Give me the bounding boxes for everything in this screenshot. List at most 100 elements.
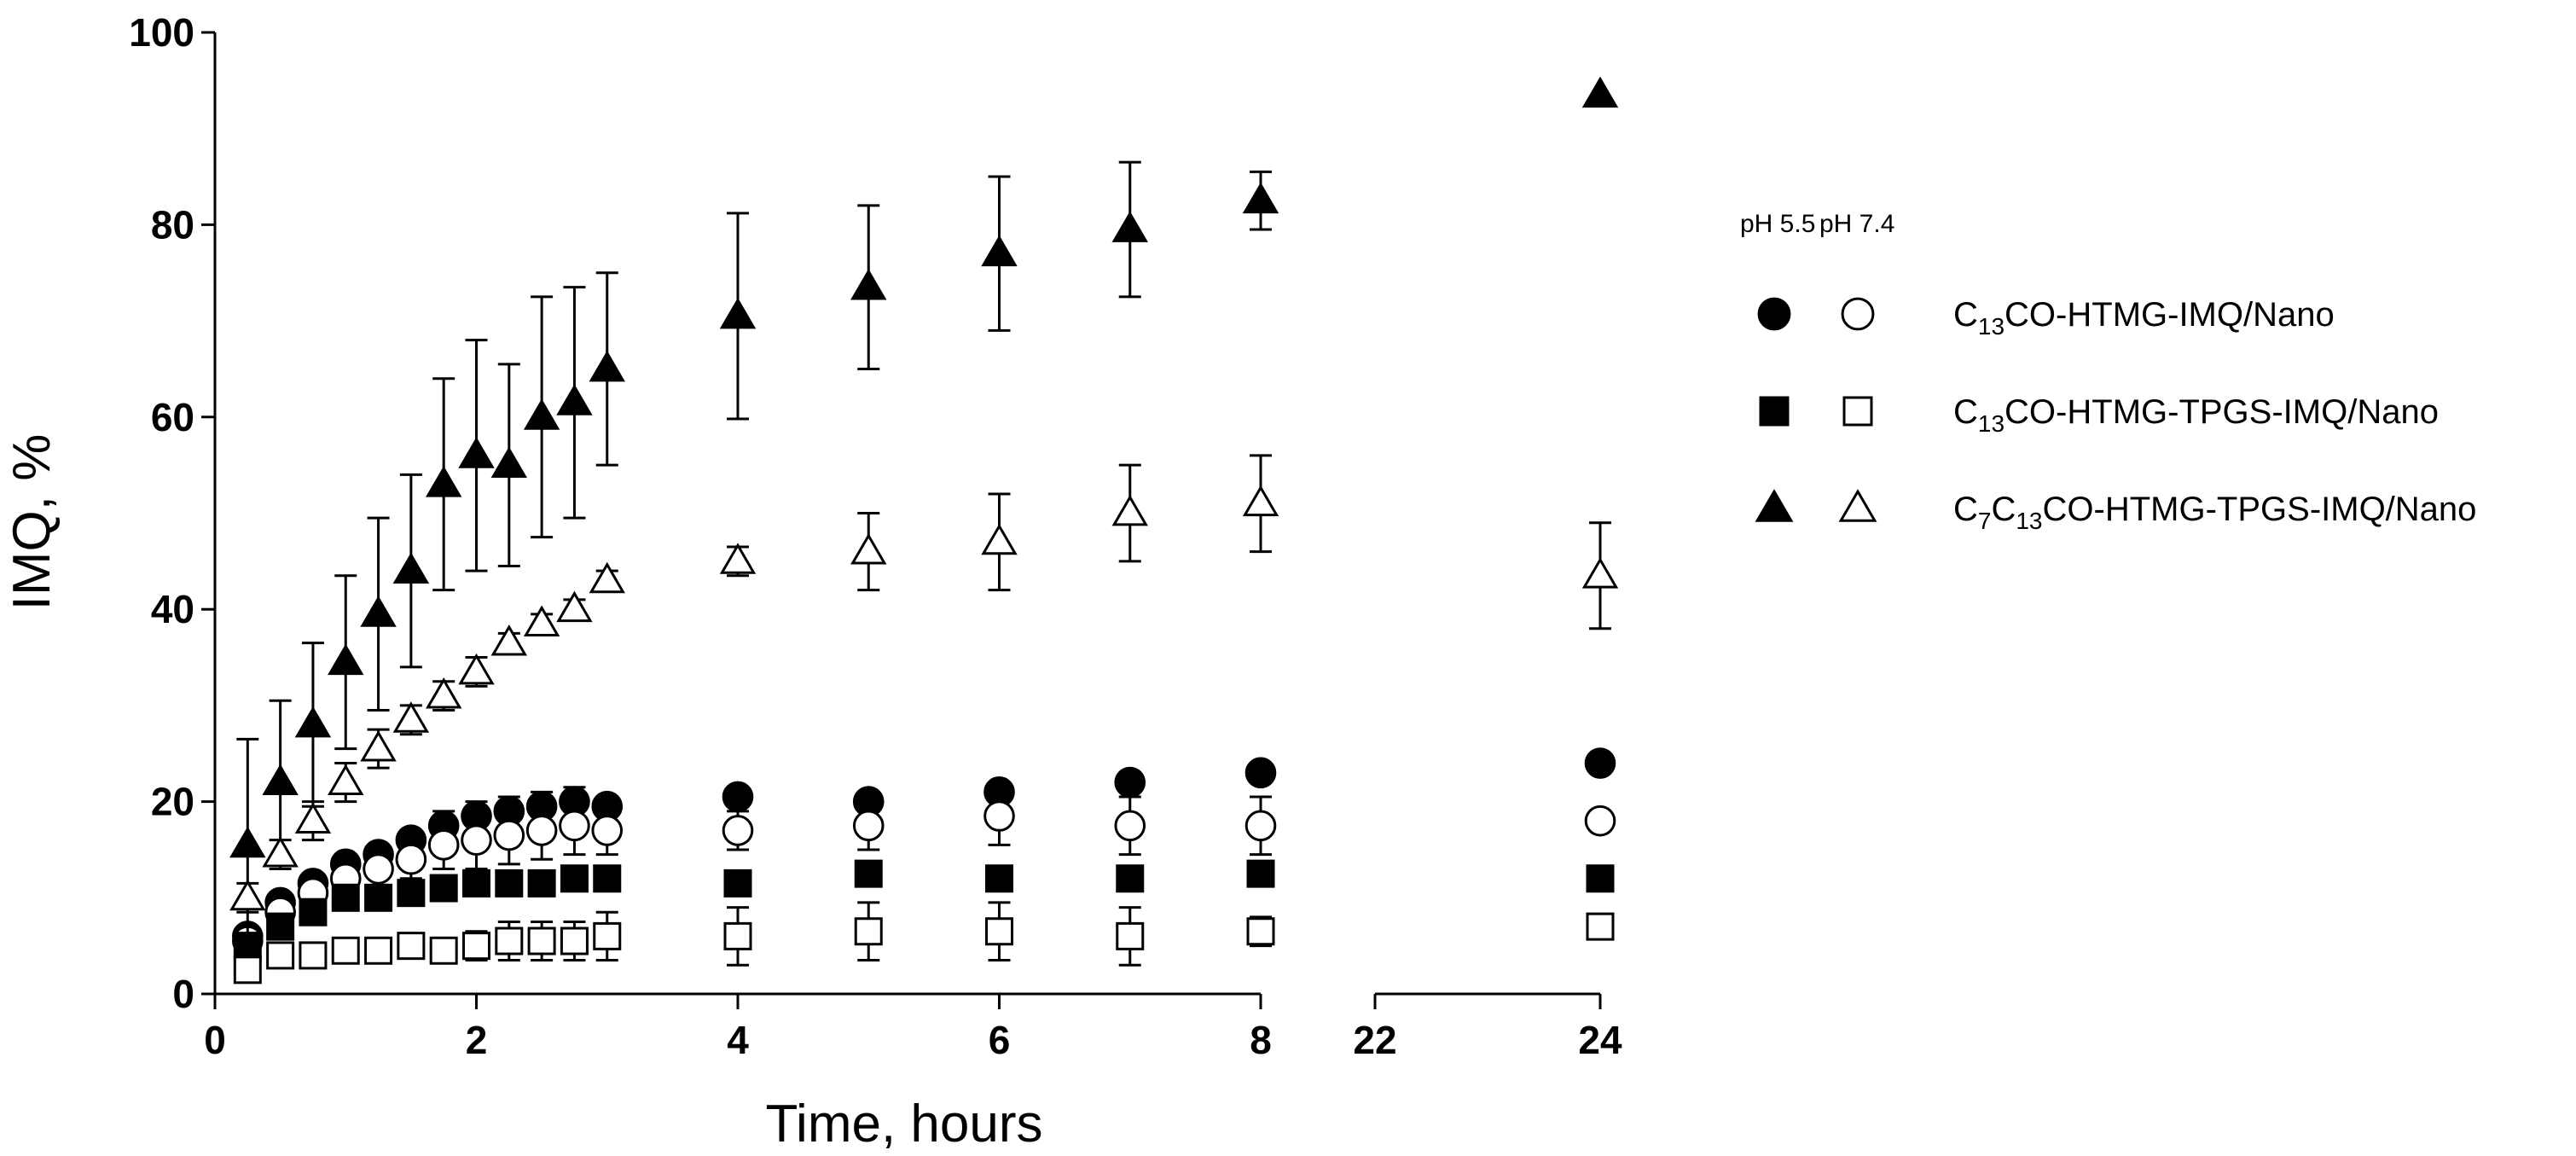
data-point (462, 868, 490, 897)
data-point (556, 384, 593, 415)
data-point (591, 815, 624, 846)
data-point (429, 936, 458, 965)
data-point (462, 932, 490, 961)
data-point (1111, 494, 1148, 526)
data-point (294, 802, 332, 834)
data-point (299, 941, 328, 970)
data-point (331, 883, 360, 912)
x-tick-label: 22 (1353, 1018, 1396, 1062)
data-point (523, 398, 560, 430)
data-point (854, 917, 883, 946)
data-point (328, 643, 364, 676)
data-point (560, 927, 589, 956)
data-point (397, 879, 426, 908)
data-point (495, 927, 524, 956)
y-tick-label: 60 (151, 395, 194, 439)
legend: pH 5.5 pH 7.4 C13CO-HTMG-IMQ/Nano C13CO-HTM… (1740, 210, 2476, 534)
data-point (593, 864, 622, 893)
data-point (985, 917, 1013, 946)
data-point (364, 883, 393, 912)
data-point (490, 624, 528, 656)
legend-label-1: C13CO-HTMG-IMQ/Nano (1953, 296, 2335, 340)
data-point (854, 859, 883, 888)
legend-marker-open (1838, 489, 1877, 522)
data-point (1246, 917, 1275, 946)
y-tick-label: 100 (129, 10, 194, 55)
data-point (425, 677, 462, 709)
data-point (331, 936, 360, 965)
data-point (560, 864, 589, 893)
data-point (262, 764, 299, 795)
data-point (461, 824, 492, 856)
data-point (229, 826, 266, 858)
data-point (1244, 810, 1277, 842)
data-point (397, 932, 426, 961)
data-point (493, 819, 525, 851)
legend-header-ph74: pH 7.4 (1819, 210, 1894, 238)
data-point (1116, 864, 1145, 893)
legend-marker-filled (1757, 297, 1791, 331)
data-point (266, 912, 295, 941)
x-tick-label: 2 (466, 1018, 488, 1062)
data-point (392, 552, 430, 584)
data-point (722, 815, 754, 846)
x-tick-label: 0 (204, 1018, 226, 1062)
data-point (850, 532, 887, 565)
data-point (1584, 805, 1616, 837)
data-point (1116, 921, 1145, 950)
legend-marker-filled (1755, 489, 1794, 522)
data-point (1586, 912, 1615, 941)
data-point (395, 843, 427, 875)
series-layer (229, 76, 1619, 985)
data-point (490, 446, 528, 479)
data-point (233, 956, 262, 985)
data-point (1584, 747, 1616, 779)
data-point (981, 523, 1018, 555)
data-point (1114, 810, 1146, 842)
data-point (593, 921, 622, 950)
data-point (425, 466, 462, 497)
data-point (495, 868, 524, 897)
data-point (719, 543, 757, 574)
data-point (458, 653, 495, 685)
series-3 (233, 859, 1615, 961)
data-point (392, 701, 430, 733)
data-point (850, 269, 887, 300)
data-point (556, 590, 593, 623)
data-point (429, 874, 458, 903)
data-point (363, 853, 394, 885)
data-point (523, 605, 560, 636)
x-tick-label: 8 (1250, 1018, 1272, 1062)
data-point (328, 764, 364, 795)
data-point (360, 730, 397, 762)
series-6 (229, 454, 1619, 914)
x-axis-title: Time, hours (765, 1095, 1042, 1153)
legend-marker-open (1841, 297, 1875, 331)
data-point (294, 706, 332, 738)
data-point (985, 864, 1013, 893)
legend-label-3: C7C13CO-HTMG-TPGS-IMQ/Nano (1953, 491, 2476, 534)
series-4 (233, 901, 1615, 985)
data-point (458, 437, 495, 468)
data-point (1246, 859, 1275, 888)
data-point (723, 868, 752, 897)
legend-header-ph55: pH 5.5 (1740, 210, 1815, 238)
y-tick-label: 80 (151, 202, 194, 247)
data-point (723, 921, 752, 950)
data-point (525, 815, 558, 846)
x-tick-label: 4 (727, 1018, 749, 1062)
data-point (589, 350, 625, 382)
data-point (266, 941, 295, 970)
data-point (1581, 76, 1619, 108)
x-tick-label: 6 (989, 1018, 1011, 1062)
data-point (299, 897, 328, 927)
data-point (364, 936, 393, 965)
data-point (1111, 211, 1148, 242)
legend-marker-filled (1759, 396, 1790, 427)
data-point (1586, 864, 1615, 893)
y-tick-label: 40 (151, 587, 194, 631)
data-point (559, 810, 590, 842)
data-point (527, 927, 556, 956)
